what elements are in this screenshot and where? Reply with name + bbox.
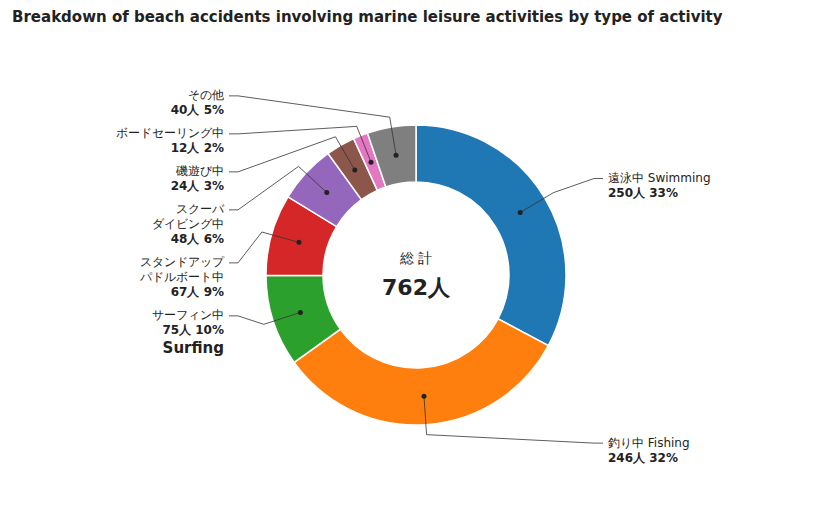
leader-line xyxy=(229,137,355,172)
data-label: 250人 33% xyxy=(608,186,678,200)
category-label: 磯遊び中 xyxy=(175,164,224,178)
leader-line xyxy=(520,179,603,213)
data-label: 246人 32% xyxy=(608,451,678,465)
leader-dot xyxy=(296,240,301,245)
data-label: 48人 6% xyxy=(171,232,224,246)
data-label: 75人 10% xyxy=(162,323,224,337)
slice xyxy=(416,125,566,346)
labels: 遠泳中 Swimming250人 33% 釣り中 Fishing246人 32% サ… xyxy=(116,88,711,464)
title: Breakdown of beach accidents involving m… xyxy=(12,8,723,26)
leader-dot xyxy=(369,160,374,165)
slice xyxy=(266,275,340,362)
category-label: ボードセーリング中 xyxy=(116,126,224,140)
category-label: サーフィン中 xyxy=(152,308,224,322)
data-label: 12人 2% xyxy=(171,141,224,155)
plot: 総 計762人遠泳中 Swimming250人 33%釣り中 Fishing24… xyxy=(116,88,711,464)
data-label: 24人 3% xyxy=(171,179,224,193)
leader-dot xyxy=(394,153,399,158)
center-text: 762人 xyxy=(382,275,451,300)
category-note: Surfing xyxy=(163,339,224,357)
data-label: 40人 5% xyxy=(171,103,224,117)
category-label: スクーバダイビング中 xyxy=(152,202,225,231)
leader-dot xyxy=(324,190,329,195)
category-label: 釣り中 Fishing xyxy=(608,436,690,450)
category-label: スタンドアップパドルボート中 xyxy=(139,255,225,284)
leader-line xyxy=(229,96,396,155)
leader-line xyxy=(229,166,327,209)
leader-dot xyxy=(352,168,357,173)
leader-line xyxy=(424,396,603,443)
chart: Breakdown of beach accidents involving m… xyxy=(0,0,832,505)
leader-dot xyxy=(518,210,523,215)
category-label: その他 xyxy=(188,88,224,102)
data-label: 67人 9% xyxy=(171,285,224,299)
leader-dot xyxy=(298,310,303,315)
slices xyxy=(266,125,566,425)
slice xyxy=(367,125,416,187)
category-label: 遠泳中 Swimming xyxy=(608,171,711,185)
center-text: 総 計 xyxy=(399,250,432,266)
leader-dot xyxy=(422,394,427,399)
leader-line xyxy=(229,232,299,263)
leader-line xyxy=(229,126,371,162)
leader-line xyxy=(229,312,300,324)
